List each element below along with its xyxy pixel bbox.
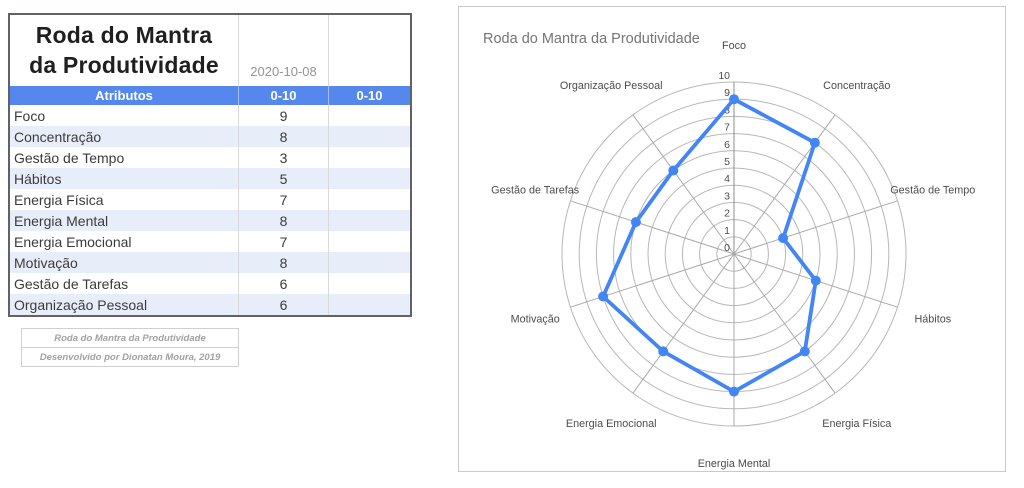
axis-spoke (733, 253, 836, 394)
attribute-value-cell[interactable]: 7 (239, 189, 329, 210)
axis-label: Gestão de Tarefas (491, 184, 580, 196)
attribute-empty-cell[interactable] (329, 147, 410, 168)
data-point (658, 346, 669, 357)
table-row: Energia Física 7 (10, 189, 410, 210)
attribute-name-cell[interactable]: Energia Física (10, 189, 239, 210)
attribute-value-cell[interactable]: 9 (239, 105, 329, 126)
axis-label: Energia Mental (698, 458, 771, 470)
note-title[interactable]: Roda do Mantra da Produtividade (21, 328, 239, 348)
table-body: Foco 9 Concentração 8 Gestão de Tempo 3 Hábito… (10, 105, 410, 315)
attribute-name-cell[interactable]: Organização Pessoal (10, 294, 239, 315)
attribute-empty-cell[interactable] (329, 168, 410, 189)
attribute-value-cell[interactable]: 3 (239, 147, 329, 168)
scale-tick-label: 1 (724, 225, 730, 237)
data-point (668, 165, 679, 176)
data-point (778, 233, 789, 244)
attribute-value-cell[interactable]: 8 (239, 210, 329, 231)
attribute-empty-cell[interactable] (329, 210, 410, 231)
data-point (799, 346, 810, 357)
attribute-name-cell[interactable]: Hábitos (10, 168, 239, 189)
axis-label: Organização Pessoal (560, 80, 663, 92)
axis-label: Hábitos (914, 314, 951, 326)
table-row: Hábitos 5 (10, 168, 410, 189)
attribute-value-cell[interactable]: 8 (239, 252, 329, 273)
data-point (810, 275, 821, 286)
axis-spoke (632, 114, 735, 255)
table-row: Gestão de Tempo 3 (10, 147, 410, 168)
attribute-name-cell[interactable]: Gestão de Tempo (10, 147, 239, 168)
attribute-empty-cell[interactable] (329, 294, 410, 315)
attribute-empty-cell[interactable] (329, 231, 410, 252)
table-title-row: Roda do Mantra da Produtividade 2020-10-… (10, 15, 410, 86)
axis-label: Concentração (823, 80, 890, 92)
attribute-empty-cell[interactable] (329, 126, 410, 147)
table-title: Roda do Mantra da Produtividade (29, 21, 219, 78)
axis-spoke (632, 253, 735, 394)
attribute-value-cell[interactable]: 7 (239, 231, 329, 252)
scale-tick-label: 0 (724, 242, 730, 254)
attributes-table: Roda do Mantra da Produtividade 2020-10-… (8, 13, 412, 317)
data-polygon (601, 97, 818, 394)
radar-chart: 0 1 2 3 4 5 6 7 8 9 10 Foco Concentração Gestão de Te… (491, 40, 975, 470)
data-point (729, 94, 739, 105)
table-row: Gestão de Tarefas 6 (10, 273, 410, 294)
data-point (630, 217, 641, 228)
axis-label: Energia Emocional (566, 418, 657, 430)
axis-label: Motivação (511, 314, 560, 326)
axis-spoke (570, 200, 735, 255)
attribute-name-cell[interactable]: Energia Mental (10, 210, 239, 231)
attribute-name-cell[interactable]: Motivação (10, 252, 239, 273)
scale-tick-label: 10 (718, 70, 730, 82)
attribute-value-cell[interactable]: 5 (239, 168, 329, 189)
attribute-empty-cell[interactable] (329, 189, 410, 210)
data-point (598, 291, 609, 302)
header-scale-col2[interactable]: 0-10 (356, 88, 383, 103)
scale-tick-label: 4 (724, 173, 730, 185)
axis-label: Gestão de Tempo (890, 184, 975, 196)
empty-cell[interactable] (329, 15, 410, 86)
attribute-empty-cell[interactable] (329, 273, 410, 294)
table-row: Energia Mental 8 (10, 210, 410, 231)
table-row: Concentração 8 (10, 126, 410, 147)
axis-spoke (733, 200, 898, 255)
center-dot (732, 252, 736, 256)
scale-tick-label: 6 (724, 139, 730, 151)
table-header-row: Atributos 0-10 0-10 (10, 86, 410, 105)
scale-tick-label: 8 (724, 104, 730, 116)
scale-tick-label: 3 (724, 190, 730, 202)
date-value: 2020-10-08 (250, 64, 317, 79)
radar-chart-panel[interactable]: Roda do Mantra da Produtividade 0 1 2 3 4 5 6 7… (458, 6, 1006, 472)
credit-notes: Roda do Mantra da Produtividade Desenvol… (21, 328, 239, 367)
axis-spoke (570, 253, 735, 308)
axis-label: Energia Física (822, 418, 891, 430)
scale-tick-label: 2 (724, 208, 730, 220)
attribute-value-cell[interactable]: 6 (239, 273, 329, 294)
header-scale-col1[interactable]: 0-10 (239, 86, 329, 105)
scale-tick-label: 9 (724, 87, 730, 99)
table-row: Organização Pessoal 6 (10, 294, 410, 315)
attribute-name-cell[interactable]: Concentração (10, 126, 239, 147)
attribute-empty-cell[interactable] (329, 105, 410, 126)
table-row: Foco 9 (10, 105, 410, 126)
date-cell[interactable]: 2020-10-08 (239, 15, 329, 86)
note-author[interactable]: Desenvolvido por Dionatan Moura, 2019 (21, 347, 239, 367)
chart-title: Roda do Mantra da Produtividade (483, 31, 700, 47)
scale-tick-label: 5 (724, 156, 730, 168)
scale-tick-label: 7 (724, 122, 730, 134)
attribute-empty-cell[interactable] (329, 252, 410, 273)
data-point (809, 137, 820, 148)
data-point (729, 386, 739, 397)
attribute-name-cell[interactable]: Foco (10, 105, 239, 126)
attribute-name-cell[interactable]: Energia Emocional (10, 231, 239, 252)
axis-label: Foco (722, 40, 746, 52)
table-row: Energia Emocional 7 (10, 231, 410, 252)
attribute-value-cell[interactable]: 8 (239, 126, 329, 147)
table-title-cell[interactable]: Roda do Mantra da Produtividade (10, 15, 239, 86)
attribute-value-cell[interactable]: 6 (239, 294, 329, 315)
axis-spoke (733, 114, 836, 255)
attribute-name-cell[interactable]: Gestão de Tarefas (10, 273, 239, 294)
table-row: Motivação 8 (10, 252, 410, 273)
header-atributos[interactable]: Atributos (10, 86, 239, 105)
